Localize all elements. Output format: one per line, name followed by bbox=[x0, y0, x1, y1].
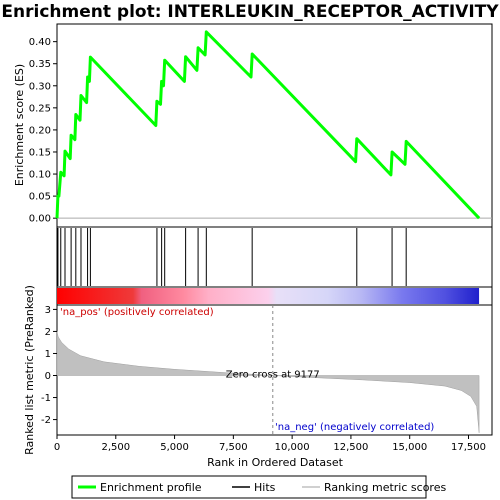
es-y-ticks: 0.00 0.05 0.10 0.15 0.20 0.25 0.30 0.35 0.40 bbox=[29, 37, 57, 225]
x-tick-label: 15,000 bbox=[392, 442, 427, 453]
enrichment-profile-line bbox=[55, 30, 481, 220]
x-axis-label: Rank in Ordered Dataset bbox=[207, 456, 344, 469]
legend: Enrichment profile Hits Ranking metric s… bbox=[71, 475, 446, 499]
rank-gradient-bar bbox=[57, 288, 480, 304]
metric-y-axis-label: Ranked list metric (PreRanked) bbox=[23, 285, 36, 455]
chart-title: Enrichment plot: INTERLEUKIN_RECEPTOR_AC… bbox=[1, 2, 499, 22]
x-tick-label: 12,500 bbox=[333, 442, 368, 453]
es-y-tick-label: 0.00 bbox=[29, 214, 51, 225]
es-y-tick-label: 0.35 bbox=[29, 59, 51, 70]
metric-y-tick-label: 0 bbox=[45, 371, 51, 382]
hits-panel bbox=[56, 226, 493, 288]
metric-y-tick-label: 1 bbox=[45, 349, 51, 360]
x-tick-label: 2,500 bbox=[101, 442, 130, 453]
hits-panel-frame bbox=[56, 226, 493, 288]
es-y-tick-label: 0.20 bbox=[29, 125, 51, 136]
legend-hits-label: Hits bbox=[254, 481, 276, 494]
zero-cross-label: Zero cross at 9177 bbox=[226, 370, 320, 381]
x-tick-label: 0 bbox=[54, 442, 60, 453]
rank-colorbar bbox=[56, 286, 493, 306]
ranking-metric-area bbox=[56, 331, 480, 433]
legend-enrichment-label: Enrichment profile bbox=[100, 481, 202, 494]
hit-lines bbox=[57, 228, 407, 286]
metric-panel: Zero cross at 9177 'na_pos' (positively … bbox=[23, 285, 493, 469]
es-y-tick-label: 0.40 bbox=[29, 37, 51, 48]
metric-y-ticks: 3 2 1 0 -1 -2 bbox=[41, 305, 57, 426]
x-tick-label: 10,000 bbox=[275, 442, 310, 453]
metric-y-tick-label: 3 bbox=[45, 305, 51, 316]
x-tick-label: 17,500 bbox=[451, 442, 486, 453]
x-tick-label: 5,000 bbox=[160, 442, 189, 453]
es-y-tick-label: 0.10 bbox=[29, 170, 51, 181]
es-y-tick-label: 0.25 bbox=[29, 103, 51, 114]
pos-correlated-label: 'na_pos' (positively correlated) bbox=[60, 307, 214, 318]
es-panel-frame bbox=[56, 23, 493, 228]
neg-correlated-label: 'na_neg' (negatively correlated) bbox=[275, 422, 434, 433]
es-y-tick-label: 0.15 bbox=[29, 147, 51, 158]
legend-metric-label: Ranking metric scores bbox=[324, 481, 446, 494]
metric-x-ticks: 0 2,500 5,000 7,500 10,000 12,500 15,000 17,500 bbox=[54, 435, 486, 453]
es-panel: 0.00 0.05 0.10 0.15 0.20 0.25 0.30 0.35 0.40 Enr… bbox=[13, 23, 493, 228]
metric-y-tick-label: -1 bbox=[41, 393, 51, 404]
metric-y-tick-label: 2 bbox=[45, 327, 51, 338]
es-y-tick-label: 0.05 bbox=[29, 192, 51, 203]
es-y-tick-label: 0.30 bbox=[29, 81, 51, 92]
metric-y-tick-label: -2 bbox=[41, 415, 51, 426]
x-tick-label: 7,500 bbox=[219, 442, 248, 453]
es-y-axis-label: Enrichment score (ES) bbox=[13, 64, 26, 186]
